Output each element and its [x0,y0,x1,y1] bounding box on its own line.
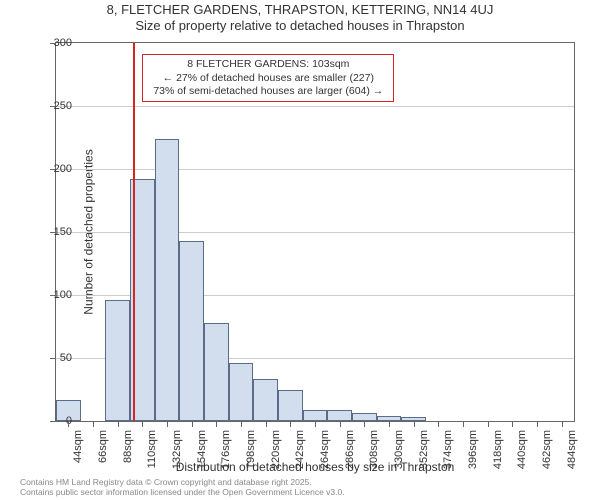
y-tick-mark [50,169,55,170]
y-tick-mark [50,358,55,359]
x-tick-mark [414,422,415,427]
x-tick-mark [93,422,94,427]
histogram-bar [229,363,254,421]
x-tick-mark [389,422,390,427]
annotation-line: 73% of semi-detached houses are larger (… [149,85,387,98]
x-tick-mark [315,422,316,427]
histogram-bar [253,379,278,421]
x-tick-mark [562,422,563,427]
annotation-line: 8 FLETCHER GARDENS: 103sqm [149,58,387,71]
histogram-bar [278,390,303,422]
attribution: Contains HM Land Registry data © Crown c… [20,478,345,498]
x-tick-mark [266,422,267,427]
x-tick-mark [241,422,242,427]
x-tick-mark [216,422,217,427]
histogram-bar [204,323,229,421]
x-tick-mark [364,422,365,427]
histogram-bar [352,413,377,421]
x-tick-mark [68,422,69,427]
x-tick-mark [537,422,538,427]
y-tick-mark [50,106,55,107]
y-tick-mark [50,43,55,44]
attribution-line-2: Contains public sector information licen… [20,488,345,498]
histogram-bar [377,416,402,421]
histogram-bar [179,241,204,421]
plot-area: 8 FLETCHER GARDENS: 103sqm← 27% of detac… [55,42,575,422]
chart-wrapper: 8, FLETCHER GARDENS, THRAPSTON, KETTERIN… [0,0,600,500]
title-line-2: Size of property relative to detached ho… [0,18,600,33]
x-tick-mark [463,422,464,427]
x-tick-mark [167,422,168,427]
x-tick-mark [488,422,489,427]
histogram-bar [303,410,328,421]
x-tick-mark [512,422,513,427]
x-tick-mark [192,422,193,427]
x-tick-mark [142,422,143,427]
x-tick-mark [290,422,291,427]
y-tick-mark [50,232,55,233]
annotation-box: 8 FLETCHER GARDENS: 103sqm← 27% of detac… [142,54,394,101]
y-tick-mark [50,421,55,422]
histogram-bar [327,410,352,421]
annotation-line: ← 27% of detached houses are smaller (22… [149,72,387,85]
title-block: 8, FLETCHER GARDENS, THRAPSTON, KETTERIN… [0,2,600,33]
title-line-1: 8, FLETCHER GARDENS, THRAPSTON, KETTERIN… [0,2,600,17]
x-tick-mark [340,422,341,427]
x-tick-mark [118,422,119,427]
histogram-bar [155,139,180,421]
property-marker-line [133,43,135,421]
histogram-bar [105,300,130,421]
y-tick-mark [50,295,55,296]
x-tick-mark [438,422,439,427]
histogram-bar [401,417,426,421]
